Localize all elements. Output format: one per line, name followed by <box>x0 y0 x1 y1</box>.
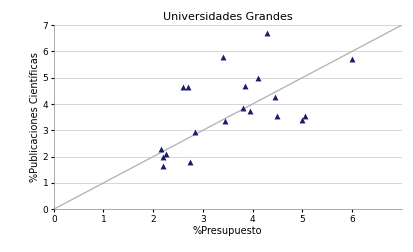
Point <box>187 160 193 164</box>
Point <box>221 119 228 123</box>
X-axis label: %Presupuesto: %Presupuesto <box>192 227 262 236</box>
Point <box>159 154 166 159</box>
Point <box>239 106 245 110</box>
Point <box>184 85 191 89</box>
Point <box>348 57 354 61</box>
Point <box>273 114 280 118</box>
Point <box>298 118 305 122</box>
Point <box>159 164 166 168</box>
Point <box>219 55 225 59</box>
Title: Universidades Grandes: Universidades Grandes <box>162 12 292 22</box>
Point <box>254 76 260 80</box>
Point <box>301 114 307 118</box>
Point <box>246 109 253 113</box>
Point <box>263 31 270 35</box>
Point <box>179 85 186 89</box>
Point <box>241 84 248 88</box>
Point <box>162 152 169 156</box>
Point <box>157 147 164 151</box>
Point <box>192 130 198 134</box>
Point <box>271 96 278 100</box>
Y-axis label: %Publicaciones Científicas: %Publicaciones Científicas <box>30 52 40 182</box>
